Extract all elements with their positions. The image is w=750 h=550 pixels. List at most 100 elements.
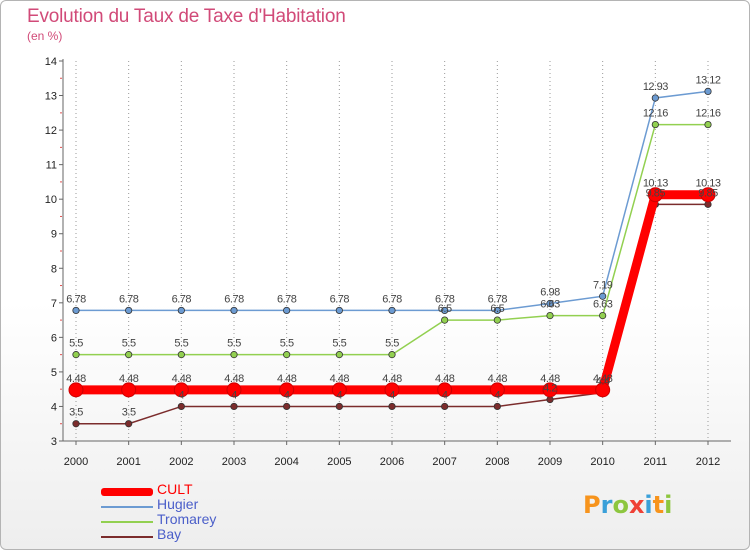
logo-letter: i	[644, 491, 653, 519]
data-label-cult: 4.48	[488, 373, 508, 385]
data-point-hugier	[125, 306, 133, 315]
data-label-hugier: 6.78	[277, 293, 297, 305]
data-point-hugier	[335, 306, 343, 315]
data-point-tromarey	[599, 311, 607, 320]
data-point-cult	[647, 187, 663, 203]
data-point-cult	[595, 382, 611, 398]
data-point-cult	[121, 382, 137, 398]
data-point-hugier	[546, 299, 554, 308]
data-point-tromarey	[704, 120, 712, 129]
data-label-bay: 4	[495, 389, 501, 401]
x-tick-label: 2001	[116, 456, 140, 468]
data-label-tromarey: 5.5	[280, 338, 294, 350]
data-point-tromarey	[283, 351, 291, 359]
data-label-cult: 4.48	[66, 373, 86, 385]
x-tick-label: 2006	[380, 456, 404, 468]
data-point-tromarey	[230, 351, 238, 359]
data-label-cult: 4.48	[172, 373, 192, 385]
data-label-tromarey: 6.5	[438, 303, 452, 315]
data-label-bay: 4	[389, 389, 395, 401]
data-point-hugier	[441, 306, 449, 315]
data-label-cult: 4.48	[593, 373, 613, 385]
data-point-tromarey	[546, 311, 554, 320]
data-label-tromarey: 5.5	[69, 338, 83, 350]
data-point-cult	[437, 382, 453, 398]
data-point-cult	[68, 382, 84, 398]
data-point-cult	[489, 382, 505, 398]
data-label-cult: 10.13	[643, 178, 668, 190]
x-tick-label: 2000	[64, 456, 88, 468]
data-point-bay	[283, 402, 291, 411]
y-tick-label: 12	[45, 125, 57, 137]
x-tick-label: 2011	[644, 456, 668, 468]
data-label-bay: 4.2	[543, 383, 557, 395]
data-label-cult: 4.48	[382, 373, 402, 385]
y-tick-label: 10	[45, 194, 57, 206]
x-tick-label: 2008	[485, 456, 509, 468]
y-tick-label: 4	[51, 401, 57, 413]
data-label-hugier: 6.98	[540, 287, 560, 299]
data-label-tromarey: 5.5	[385, 338, 399, 350]
data-label-cult: 4.48	[540, 373, 560, 385]
data-label-hugier: 6.78	[119, 293, 139, 305]
data-label-bay: 9.85	[646, 187, 666, 199]
data-label-tromarey: 5.5	[332, 338, 346, 350]
legend-label-hugier: Hugier	[157, 496, 199, 512]
x-tick-label: 2004	[274, 456, 298, 468]
data-point-tromarey	[441, 316, 449, 324]
legend-swatch-hugier	[101, 506, 153, 508]
data-label-tromarey: 6.63	[593, 299, 613, 311]
data-point-bay	[441, 402, 449, 411]
data-label-tromarey: 12.16	[695, 108, 720, 120]
x-tick-label: 2010	[590, 456, 614, 468]
data-label-bay: 3.5	[69, 407, 83, 419]
data-label-cult: 4.48	[277, 373, 297, 385]
data-label-cult: 4.48	[435, 373, 455, 385]
data-label-hugier: 6.78	[66, 293, 86, 305]
data-label-bay: 3.5	[122, 407, 136, 419]
data-point-tromarey	[493, 316, 501, 324]
data-label-tromarey: 5.5	[122, 338, 136, 350]
y-tick-label: 6	[51, 332, 57, 344]
data-label-cult: 4.48	[224, 373, 244, 385]
logo-letter: i	[664, 491, 673, 519]
data-point-hugier	[388, 306, 396, 315]
data-point-hugier	[230, 306, 238, 315]
y-tick-label: 13	[45, 91, 57, 103]
logo-letter: x	[628, 491, 645, 519]
y-tick-label: 9	[51, 229, 57, 241]
data-point-cult	[384, 382, 400, 398]
data-point-bay	[493, 402, 501, 411]
data-point-bay	[72, 420, 80, 428]
y-tick-label: 11	[46, 160, 57, 172]
y-tick-label: 5	[51, 367, 57, 379]
data-point-hugier	[704, 87, 712, 96]
x-tick-label: 2007	[432, 456, 456, 468]
data-label-bay: 4	[337, 389, 343, 401]
legend-swatch-tromarey	[101, 521, 153, 523]
data-label-hugier: 6.78	[224, 293, 244, 305]
data-point-bay	[177, 402, 185, 411]
logo-letter: P	[583, 491, 601, 519]
data-point-tromarey	[177, 351, 185, 359]
y-tick-label: 3	[51, 436, 57, 448]
data-label-cult: 4.48	[119, 373, 139, 385]
data-label-tromarey: 6.5	[490, 303, 504, 315]
data-label-hugier: 13.12	[695, 74, 720, 86]
x-tick-label: 2002	[169, 456, 193, 468]
data-label-tromarey: 5.5	[174, 338, 188, 350]
x-tick-label: 2012	[696, 456, 720, 468]
data-label-hugier: 6.78	[172, 293, 192, 305]
y-tick-label: 8	[51, 263, 57, 275]
data-label-bay: 9.85	[698, 187, 718, 199]
legend-label-cult: CULT	[157, 481, 193, 497]
data-point-tromarey	[651, 120, 659, 129]
data-point-hugier	[72, 306, 80, 315]
data-label-bay: 4	[179, 389, 185, 401]
data-label-tromarey: 12.16	[643, 108, 668, 120]
data-point-cult	[226, 382, 242, 398]
data-point-hugier	[599, 292, 607, 300]
proxiti-logo: Proxiti	[583, 491, 672, 519]
